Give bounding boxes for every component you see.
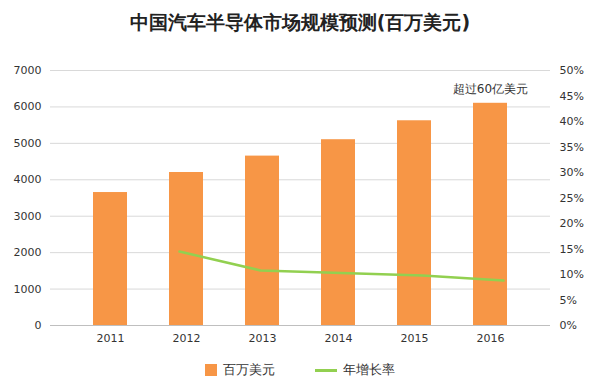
- svg-text:35%: 35%: [560, 141, 584, 154]
- html-text:年增长率: 年增长率: [343, 362, 395, 377]
- svg-text:2011: 2011: [97, 332, 125, 345]
- svg-text:2015: 2015: [401, 332, 429, 345]
- svg-text:25%: 25%: [560, 192, 584, 205]
- svg-text:30%: 30%: [560, 166, 584, 179]
- svg-text:超过60亿美元: 超过60亿美元: [453, 82, 528, 96]
- svg-text:20%: 20%: [560, 217, 584, 230]
- svg-text:50%: 50%: [560, 64, 584, 77]
- svg-text:40%: 40%: [560, 115, 584, 128]
- svg-text:1000: 1000: [14, 283, 42, 296]
- svg-text:0%: 0%: [560, 319, 577, 332]
- html-text:百万美元: 百万美元: [223, 362, 275, 377]
- svg-text:2013: 2013: [249, 332, 277, 345]
- svg-text:5%: 5%: [560, 294, 577, 307]
- svg-text:10%: 10%: [560, 268, 584, 281]
- svg-text:2000: 2000: [14, 246, 42, 259]
- svg-text:3000: 3000: [14, 210, 42, 223]
- svg-text:7000: 7000: [14, 64, 42, 77]
- svg-text:0: 0: [35, 319, 42, 332]
- svg-text:2014: 2014: [325, 332, 353, 345]
- svg-text:15%: 15%: [560, 243, 584, 256]
- svg-text:2016: 2016: [477, 332, 505, 345]
- svg-text:5000: 5000: [14, 137, 42, 150]
- svg-text:6000: 6000: [14, 100, 42, 113]
- svg-text:2012: 2012: [173, 332, 201, 345]
- svg-text:4000: 4000: [14, 173, 42, 186]
- svg-text:45%: 45%: [560, 90, 584, 103]
- html-text:中国汽车半导体市场规模预测(百万美元): 中国汽车半导体市场规模预测(百万美元): [129, 11, 471, 33]
